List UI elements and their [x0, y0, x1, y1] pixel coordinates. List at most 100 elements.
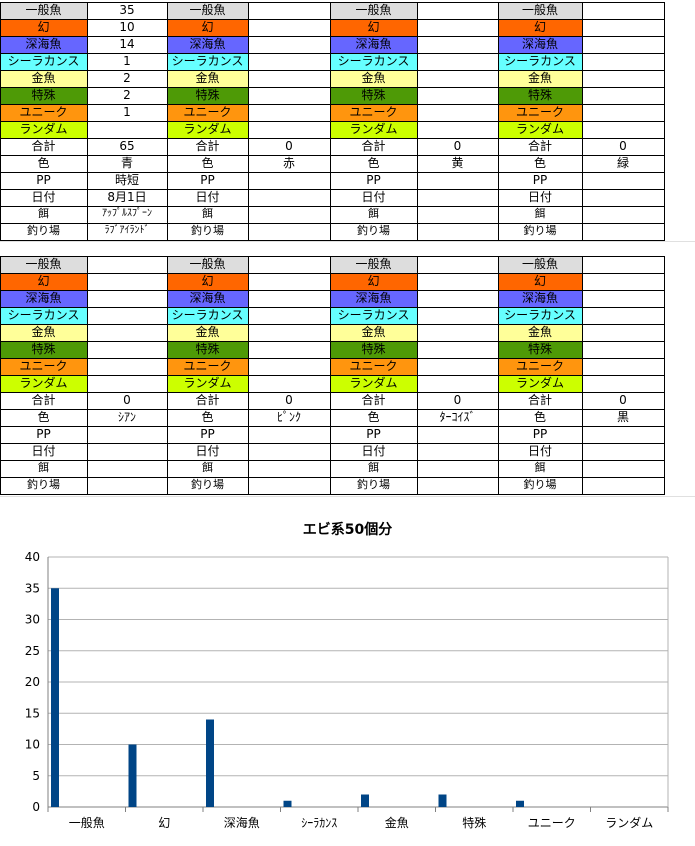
block-8-general-fish-label[interactable]: 一般魚 [498, 256, 582, 273]
block-3-fishing-spot-value[interactable] [417, 223, 498, 240]
block-4-bait-value[interactable] [582, 206, 664, 223]
block-5-special-label[interactable]: 特殊 [0, 341, 87, 358]
block-3-special-value[interactable] [417, 87, 498, 104]
block-8-phantom-label[interactable]: 幻 [498, 273, 582, 290]
block-4-unique-label[interactable]: ユニーク [498, 104, 582, 121]
block-1-goldfish-label[interactable]: 金魚 [0, 70, 87, 87]
block-4-random-label[interactable]: ランダム [498, 121, 582, 138]
block-1-unique-label[interactable]: ユニーク [0, 104, 87, 121]
block-2-pp-label[interactable]: PP [167, 172, 248, 189]
block-4-deep-sea-fish-value[interactable] [582, 36, 664, 53]
block-8-color-label[interactable]: 色 [498, 409, 582, 426]
block-8-unique-label[interactable]: ユニーク [498, 358, 582, 375]
block-8-deep-sea-fish-value[interactable] [582, 290, 664, 307]
block-3-unique-value[interactable] [417, 104, 498, 121]
block-4-date-label[interactable]: 日付 [498, 189, 582, 206]
block-3-pp-label[interactable]: PP [330, 172, 417, 189]
block-2-goldfish-label[interactable]: 金魚 [167, 70, 248, 87]
block-2-total-label[interactable]: 合計 [167, 138, 248, 155]
block-6-general-fish-value[interactable] [248, 256, 330, 273]
block-7-general-fish-label[interactable]: 一般魚 [330, 256, 417, 273]
block-2-phantom-value[interactable] [248, 19, 330, 36]
block-1-random-label[interactable]: ランダム [0, 121, 87, 138]
block-8-bait-label[interactable]: 餌 [498, 460, 582, 477]
block-7-color-value[interactable]: ﾀｰｺｲｽﾞ [439, 410, 476, 424]
block-7-random-value[interactable] [417, 375, 498, 392]
block-6-unique-value[interactable] [248, 358, 330, 375]
block-7-total-value[interactable]: 0 [453, 393, 462, 407]
block-2-deep-sea-fish-label[interactable]: 深海魚 [167, 36, 248, 53]
block-1-coelacanth-label[interactable]: シーラカンス [0, 53, 87, 70]
block-1-bait-label[interactable]: 餌 [0, 206, 87, 223]
block-1-goldfish-value[interactable]: 2 [123, 71, 131, 85]
block-8-general-fish-value[interactable] [582, 256, 664, 273]
block-4-total-value[interactable]: 0 [619, 139, 627, 153]
block-6-goldfish-label[interactable]: 金魚 [167, 324, 248, 341]
block-8-phantom-value[interactable] [582, 273, 664, 290]
block-5-unique-value[interactable] [87, 358, 167, 375]
block-8-pp-label[interactable]: PP [498, 426, 582, 443]
block-7-phantom-value[interactable] [417, 273, 498, 290]
block-3-general-fish-label[interactable]: 一般魚 [330, 2, 417, 19]
block-8-random-label[interactable]: ランダム [498, 375, 582, 392]
block-4-color-label[interactable]: 色 [498, 155, 582, 172]
block-5-phantom-value[interactable] [87, 273, 167, 290]
block-1-special-value[interactable]: 2 [123, 88, 131, 102]
block-5-color-value[interactable]: ｼｱﾝ [117, 410, 136, 424]
block-6-date-label[interactable]: 日付 [167, 443, 248, 460]
block-4-special-value[interactable] [582, 87, 664, 104]
block-4-fishing-spot-label[interactable]: 釣り場 [498, 223, 582, 240]
block-8-date-value[interactable] [582, 443, 664, 460]
block-2-special-value[interactable] [248, 87, 330, 104]
block-3-deep-sea-fish-value[interactable] [417, 36, 498, 53]
block-4-general-fish-value[interactable] [582, 2, 664, 19]
block-1-unique-value[interactable]: 1 [123, 105, 131, 119]
block-5-bait-label[interactable]: 餌 [0, 460, 87, 477]
block-4-pp-value[interactable] [582, 172, 664, 189]
block-3-date-label[interactable]: 日付 [330, 189, 417, 206]
block-7-fishing-spot-label[interactable]: 釣り場 [330, 477, 417, 494]
block-8-deep-sea-fish-label[interactable]: 深海魚 [498, 290, 582, 307]
block-3-goldfish-label[interactable]: 金魚 [330, 70, 417, 87]
block-4-goldfish-label[interactable]: 金魚 [498, 70, 582, 87]
block-1-date-label[interactable]: 日付 [0, 189, 87, 206]
block-1-fishing-spot-value[interactable]: ﾗﾌﾞｱｲﾗﾝﾄﾞ [104, 225, 150, 236]
block-6-pp-value[interactable] [248, 426, 330, 443]
block-2-deep-sea-fish-value[interactable] [248, 36, 330, 53]
block-5-total-value[interactable]: 0 [123, 393, 131, 407]
block-2-general-fish-value[interactable] [248, 2, 330, 19]
block-6-color-value[interactable]: ﾋﾟﾝｸ [276, 410, 301, 424]
block-3-deep-sea-fish-label[interactable]: 深海魚 [330, 36, 417, 53]
block-3-total-value[interactable]: 0 [453, 139, 462, 153]
block-7-pp-label[interactable]: PP [330, 426, 417, 443]
block-1-color-value[interactable]: 青 [120, 156, 133, 170]
block-2-date-label[interactable]: 日付 [167, 189, 248, 206]
block-6-bait-label[interactable]: 餌 [167, 460, 248, 477]
block-5-color-label[interactable]: 色 [0, 409, 87, 426]
block-2-unique-label[interactable]: ユニーク [167, 104, 248, 121]
block-2-color-label[interactable]: 色 [167, 155, 248, 172]
block-6-phantom-value[interactable] [248, 273, 330, 290]
block-8-bait-value[interactable] [582, 460, 664, 477]
block-6-fishing-spot-value[interactable] [248, 477, 330, 494]
block-4-phantom-value[interactable] [582, 19, 664, 36]
block-2-general-fish-label[interactable]: 一般魚 [167, 2, 248, 19]
block-8-unique-value[interactable] [582, 358, 664, 375]
block-6-unique-label[interactable]: ユニーク [167, 358, 248, 375]
block-1-random-value[interactable] [87, 121, 167, 138]
block-2-bait-label[interactable]: 餌 [167, 206, 248, 223]
block-7-random-label[interactable]: ランダム [330, 375, 417, 392]
block-4-total-label[interactable]: 合計 [498, 138, 582, 155]
block-7-phantom-label[interactable]: 幻 [330, 273, 417, 290]
block-6-general-fish-label[interactable]: 一般魚 [167, 256, 248, 273]
block-3-color-value[interactable]: 黄 [451, 156, 464, 170]
block-5-pp-label[interactable]: PP [0, 426, 87, 443]
block-3-unique-label[interactable]: ユニーク [330, 104, 417, 121]
block-5-random-label[interactable]: ランダム [0, 375, 87, 392]
block-6-coelacanth-value[interactable] [248, 307, 330, 324]
block-4-special-label[interactable]: 特殊 [498, 87, 582, 104]
block-7-date-value[interactable] [417, 443, 498, 460]
block-7-deep-sea-fish-value[interactable] [417, 290, 498, 307]
block-7-special-label[interactable]: 特殊 [330, 341, 417, 358]
block-5-pp-value[interactable] [87, 426, 167, 443]
